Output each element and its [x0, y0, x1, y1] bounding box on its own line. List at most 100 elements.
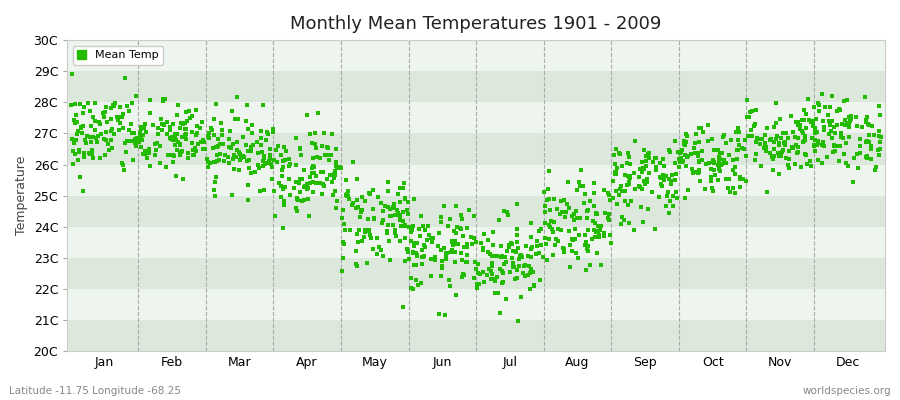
Point — [830, 122, 844, 129]
Point — [230, 116, 245, 123]
Point — [748, 139, 762, 145]
Point — [375, 217, 390, 224]
Point — [539, 241, 554, 247]
Point — [305, 189, 320, 195]
Point — [261, 131, 275, 137]
Point — [228, 116, 242, 122]
Point — [320, 144, 334, 150]
Point — [190, 122, 204, 129]
Point — [655, 174, 670, 180]
Point — [441, 223, 455, 229]
Point — [245, 122, 259, 128]
Point — [860, 153, 874, 159]
Point — [66, 148, 80, 154]
Point — [406, 249, 420, 255]
Point — [860, 114, 874, 120]
Point — [732, 129, 746, 136]
Point — [597, 230, 611, 236]
Point — [543, 224, 557, 230]
Point — [713, 150, 727, 156]
Point — [112, 119, 127, 126]
Point — [678, 142, 692, 148]
Point — [674, 148, 688, 155]
Point — [661, 189, 675, 196]
Point — [590, 223, 605, 230]
Point — [300, 112, 314, 118]
Point — [196, 146, 211, 152]
Point — [211, 144, 225, 150]
Point — [419, 236, 434, 243]
Point — [260, 128, 274, 135]
Point — [797, 137, 812, 143]
Point — [762, 136, 777, 143]
Point — [84, 139, 98, 145]
Text: worldspecies.org: worldspecies.org — [803, 386, 891, 396]
Point — [710, 162, 724, 168]
Point — [537, 220, 552, 226]
Point — [86, 155, 100, 161]
Point — [601, 217, 616, 223]
Point — [471, 270, 485, 276]
Point — [510, 239, 525, 246]
Point — [166, 159, 181, 166]
Point — [411, 282, 426, 289]
Point — [244, 148, 258, 154]
Point — [207, 159, 221, 166]
Point — [619, 160, 634, 167]
Point — [678, 152, 692, 158]
Point — [525, 244, 539, 250]
Point — [227, 152, 241, 158]
Point — [283, 192, 297, 198]
Point — [806, 120, 820, 126]
Point — [704, 178, 718, 184]
Point — [232, 148, 247, 155]
Point — [402, 256, 417, 262]
Point — [703, 174, 717, 180]
Point — [497, 261, 511, 268]
Point — [581, 243, 596, 249]
Point — [620, 182, 634, 188]
Point — [335, 215, 349, 222]
Point — [837, 98, 851, 104]
Point — [850, 165, 865, 172]
Point — [557, 246, 572, 253]
Point — [481, 272, 495, 278]
Point — [685, 166, 699, 172]
Point — [331, 164, 346, 170]
Point — [506, 260, 520, 266]
Point — [240, 182, 255, 188]
Point — [859, 138, 873, 145]
Point — [357, 229, 372, 236]
Point — [534, 242, 548, 249]
Point — [365, 246, 380, 252]
Point — [239, 158, 254, 165]
Point — [198, 146, 212, 152]
Point — [799, 161, 814, 168]
Point — [506, 248, 520, 254]
Point — [775, 148, 789, 155]
Point — [796, 116, 811, 123]
Point — [616, 188, 630, 194]
Point — [68, 100, 82, 107]
Point — [241, 157, 256, 164]
Point — [726, 157, 741, 163]
Point — [606, 194, 620, 201]
Point — [176, 120, 190, 127]
Point — [418, 227, 432, 233]
Point — [483, 250, 498, 257]
Point — [634, 166, 649, 172]
Point — [842, 114, 857, 120]
Point — [615, 221, 629, 228]
Point — [752, 140, 767, 147]
Point — [467, 275, 482, 282]
Point — [567, 211, 581, 218]
Point — [328, 159, 343, 165]
Point — [791, 134, 806, 141]
Point — [337, 241, 351, 247]
Point — [398, 258, 412, 264]
Point — [524, 266, 538, 272]
Point — [645, 159, 660, 165]
Point — [294, 198, 309, 204]
Point — [76, 110, 90, 116]
Point — [698, 186, 712, 192]
